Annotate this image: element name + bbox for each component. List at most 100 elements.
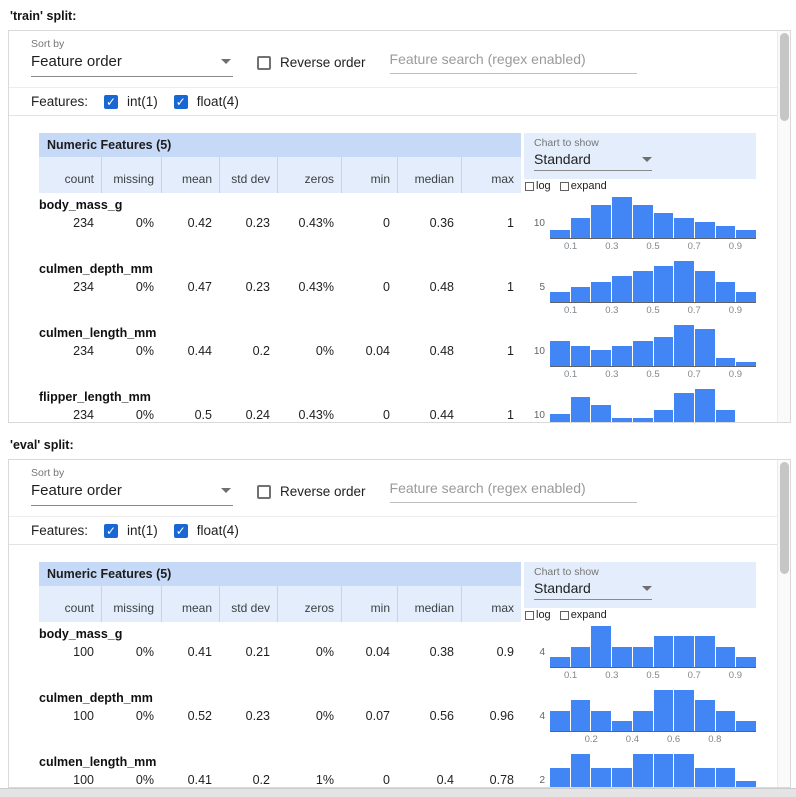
- scrollbar-thumb[interactable]: [780, 33, 789, 121]
- hist-bar: [653, 337, 674, 366]
- stat-value: 0.48: [429, 280, 454, 294]
- chart-to-show-box: Chart to show Standard: [524, 133, 756, 179]
- stats-panel: Sort by Feature order Reverse order: [8, 30, 791, 423]
- feature-name: body_mass_g: [39, 627, 123, 641]
- hist-x-tick: 0.5: [646, 305, 660, 316]
- sort-by-label: Sort by: [31, 38, 65, 50]
- features-filter-row: Features: ✓ int(1) ✓ float(4): [9, 517, 777, 545]
- split-section: 'train' split: Sort by Feature order Rev…: [8, 9, 791, 423]
- stat-value: 0.21: [245, 645, 270, 659]
- split-title: 'eval' split:: [10, 438, 74, 452]
- reverse-order-label: Reverse order: [280, 484, 366, 499]
- feature-filter-int1[interactable]: ✓ int(1): [104, 523, 158, 538]
- table-header-left: Numeric Features (5) count missing mean std…: [39, 562, 521, 622]
- feature-row-chart: 10 0.1 0.3 0.5 0.7 0.9: [524, 321, 757, 385]
- histogram: 0.1 0.3 0.5 0.7 0.9: [550, 626, 757, 686]
- hist-bar: [674, 636, 694, 667]
- feature-search-input[interactable]: [389, 478, 637, 503]
- column-header: max: [461, 157, 521, 193]
- hist-bar: [632, 754, 653, 787]
- hist-bar: [736, 361, 757, 366]
- hist-bar: [694, 329, 715, 366]
- column-header: missing: [101, 157, 161, 193]
- stat-value: 0%: [315, 645, 334, 659]
- panel-content: Sort by Feature order Reverse order: [9, 460, 777, 787]
- panel-content: Sort by Feature order Reverse order: [9, 31, 777, 422]
- feature-row-stats: body_mass_g 100 0% 0.41 0.21 0% 0.04 0.38 0.9: [39, 622, 521, 686]
- stat-value: 0.2: [252, 773, 270, 787]
- hist-x-tick: 0.3: [605, 369, 619, 380]
- sort-by-dropdown[interactable]: Feature order: [31, 479, 233, 506]
- hist-bar: [632, 205, 653, 238]
- hist-bar: [715, 409, 736, 422]
- hist-bar: [591, 626, 612, 667]
- scrollbar-thumb[interactable]: [780, 462, 789, 574]
- reverse-order-checkbox[interactable]: Reverse order: [257, 484, 366, 506]
- chart-type-dropdown[interactable]: Standard: [534, 578, 652, 600]
- features-label: Features:: [31, 523, 89, 538]
- log-checkbox[interactable]: log: [525, 609, 551, 621]
- chart-type-dropdown[interactable]: Standard: [534, 149, 652, 171]
- column-header: min: [341, 157, 397, 193]
- vertical-scrollbar[interactable]: [777, 31, 790, 422]
- hist-bar: [591, 281, 612, 302]
- log-checkbox[interactable]: log: [525, 180, 551, 192]
- hist-bar: [653, 636, 674, 667]
- hist-bar: [736, 781, 757, 787]
- hist-bar: [591, 405, 612, 422]
- chart-controls: Chart to show Standard log: [524, 133, 756, 193]
- expand-checkbox[interactable]: expand: [559, 180, 607, 192]
- stat-value: 0.41: [187, 773, 212, 787]
- hist-bar: [550, 710, 570, 731]
- table-title: Numeric Features (5): [39, 133, 521, 157]
- stat-value: 0.96: [489, 709, 514, 723]
- feature-row-chart: 5 0.1 0.3 0.5 0.7 0.9: [524, 257, 757, 321]
- feature-row: culmen_length_mm 100 0% 0.41 0.2 1% 0 0.4 0.78 20…: [39, 750, 777, 787]
- hist-bar: [674, 217, 694, 238]
- stat-value: 1: [507, 280, 514, 294]
- hist-bar: [674, 325, 694, 366]
- sort-by-dropdown[interactable]: Feature order: [31, 50, 233, 77]
- checkbox-icon: [525, 181, 534, 191]
- stat-value: 1%: [315, 773, 334, 787]
- features-table: Numeric Features (5) count missing mean std…: [9, 116, 777, 422]
- feature-row-chart: 2 0.20.40.60.8: [524, 750, 757, 787]
- horizontal-scrollbar[interactable]: [0, 788, 796, 797]
- feature-filter-float4[interactable]: ✓ float(4): [173, 523, 239, 538]
- vertical-scrollbar[interactable]: [777, 460, 790, 787]
- stat-value: 0%: [315, 344, 334, 358]
- hist-x-tick: 0.6: [666, 734, 681, 745]
- hist-x-tick: 0.3: [605, 670, 619, 681]
- feature-filter-float4[interactable]: ✓ float(4): [173, 94, 239, 109]
- stat-value: 0: [383, 773, 390, 787]
- column-header: count: [64, 172, 94, 186]
- hist-bar: [550, 413, 570, 422]
- histogram: 0.1 0.3 0.5 0.7 0.9: [550, 261, 757, 321]
- sort-by-value: Feature order: [31, 482, 122, 499]
- feature-row-stats: culmen_length_mm 234 0% 0.44 0.2 0% 0.04 0.48 1: [39, 321, 521, 385]
- hist-bar: [570, 700, 591, 731]
- expand-label: expand: [570, 609, 607, 621]
- feature-filter-int1[interactable]: ✓ int(1): [104, 94, 158, 109]
- column-header: mean: [161, 157, 219, 193]
- filter-label: float(4): [196, 523, 239, 538]
- controls-row: Sort by Feature order Reverse order: [9, 31, 777, 88]
- feature-filters: ✓ int(1) ✓ float(4): [104, 94, 239, 109]
- stat-value: 0.38: [429, 645, 454, 659]
- stat-value: 0.43%: [298, 216, 334, 230]
- expand-checkbox[interactable]: expand: [559, 609, 607, 621]
- reverse-order-checkbox[interactable]: Reverse order: [257, 55, 366, 77]
- feature-row: culmen_depth_mm 234 0% 0.47 0.23 0.43% 0 0.48 1 5…: [39, 257, 777, 321]
- hist-x-tick: 0.9: [728, 241, 742, 252]
- hist-x-axis: 0.1 0.3 0.5 0.7 0.9: [550, 668, 756, 681]
- feature-row-stats: culmen_depth_mm 100 0% 0.52 0.23 0% 0.07 0.56 0.…: [39, 686, 521, 750]
- stat-value: 0%: [135, 645, 154, 659]
- filter-label: float(4): [196, 94, 239, 109]
- feature-search-input[interactable]: [389, 49, 637, 74]
- hist-bar: [674, 393, 694, 422]
- hist-bar: [632, 417, 653, 422]
- hist-bar: [653, 690, 674, 731]
- stat-value: 0.36: [429, 216, 454, 230]
- histogram: 0.1 0.3 0.5 0.7 0.9: [550, 325, 757, 385]
- hist-bar: [694, 767, 715, 787]
